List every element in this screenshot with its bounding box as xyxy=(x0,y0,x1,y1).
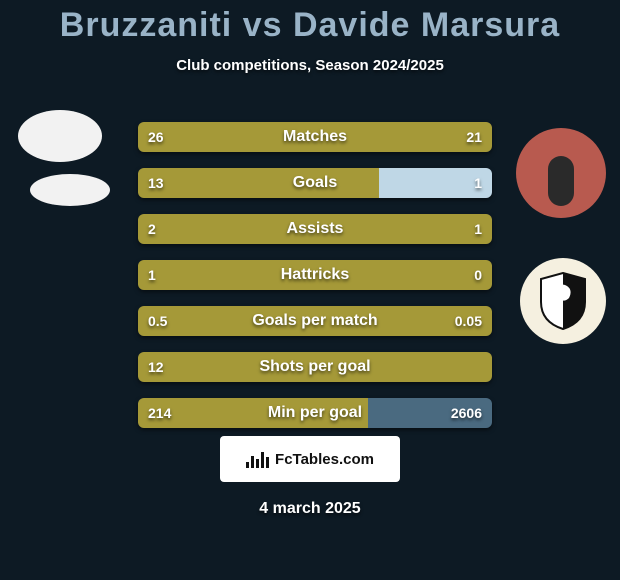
source-label: FcTables.com xyxy=(275,451,374,468)
player-right-avatar xyxy=(516,128,606,218)
stat-label: Goals per match xyxy=(138,312,492,330)
player-left-avatar xyxy=(18,110,102,162)
comparison-title: Bruzzaniti vs Davide Marsura xyxy=(0,0,620,45)
stat-label: Hattricks xyxy=(138,266,492,284)
stat-label: Matches xyxy=(138,128,492,146)
club-left-badge xyxy=(30,174,110,206)
stat-row: 2142606Min per goal xyxy=(138,398,492,428)
stat-row: 131Goals xyxy=(138,168,492,198)
stat-label: Assists xyxy=(138,220,492,238)
bars-icon xyxy=(246,450,269,468)
stat-label: Goals xyxy=(138,174,492,192)
comparison-date: 4 march 2025 xyxy=(0,500,620,518)
club-right-badge xyxy=(520,258,606,344)
shield-icon xyxy=(539,272,587,330)
stat-row: 10Hattricks xyxy=(138,260,492,290)
comparison-bars: 2621Matches 131Goals 21Assists 10Hattricks 0… xyxy=(138,122,492,444)
stat-label: Min per goal xyxy=(138,404,492,422)
source-chip: FcTables.com xyxy=(220,436,400,482)
comparison-subtitle: Club competitions, Season 2024/2025 xyxy=(0,57,620,74)
stat-row: 2621Matches xyxy=(138,122,492,152)
microphone-icon xyxy=(548,156,574,206)
stat-row: 12Shots per goal xyxy=(138,352,492,382)
stat-row: 0.50.05Goals per match xyxy=(138,306,492,336)
stat-row: 21Assists xyxy=(138,214,492,244)
stat-label: Shots per goal xyxy=(138,358,492,376)
